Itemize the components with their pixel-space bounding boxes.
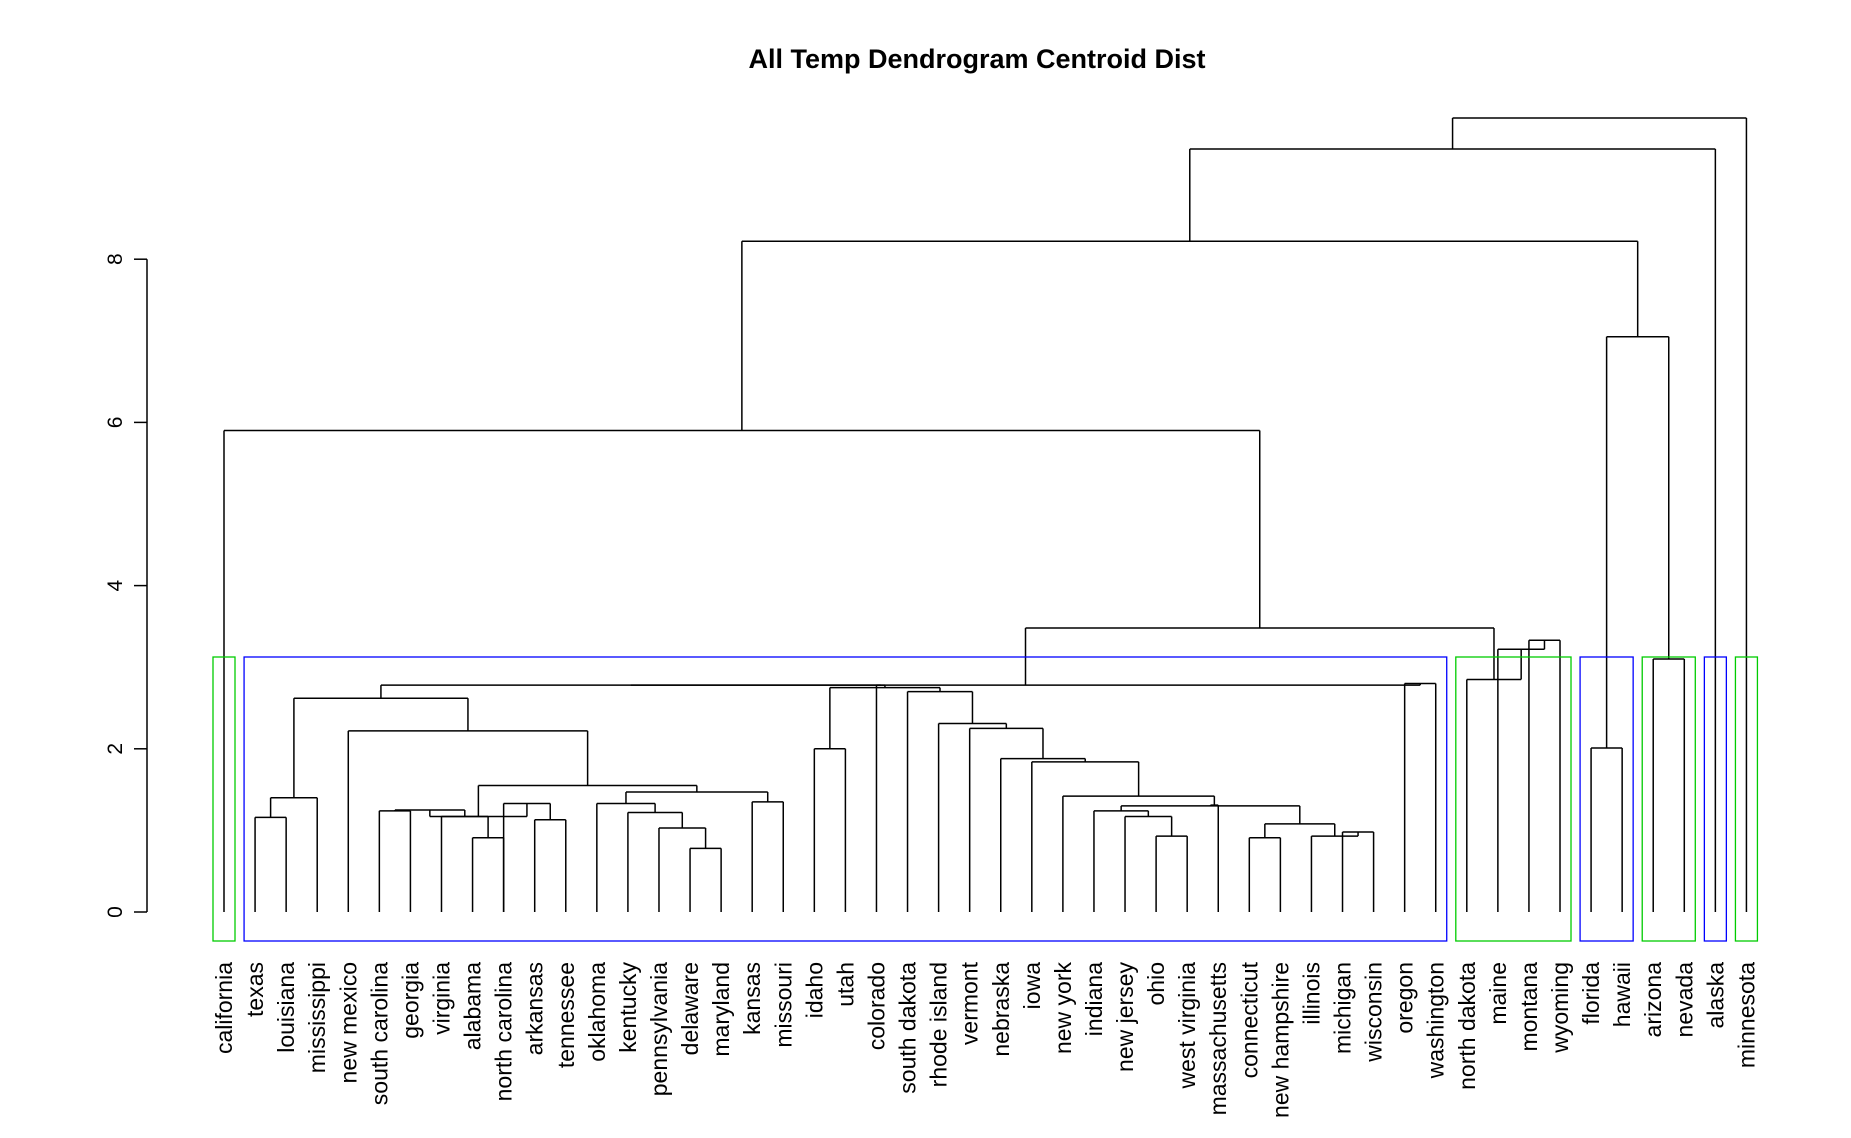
cluster-box <box>1703 656 1728 942</box>
leaf-label: north dakota <box>1454 962 1480 1090</box>
leaf-label: new york <box>1050 962 1076 1055</box>
dendrogram-tree <box>223 117 1748 912</box>
leaf-label: new jersey <box>1112 962 1138 1072</box>
leaf-label: illinois <box>1298 962 1324 1025</box>
cluster-box <box>1579 656 1634 942</box>
leaf-label: massachusetts <box>1205 962 1231 1115</box>
leaf-label: wisconsin <box>1361 962 1387 1063</box>
leaf-label: idaho <box>801 962 827 1018</box>
leaf-label: oregon <box>1392 962 1418 1034</box>
leaf-label: oklahoma <box>584 962 610 1062</box>
leaf-label: hawaii <box>1609 962 1635 1027</box>
leaf-label: alabama <box>460 962 486 1050</box>
leaf-label: kentucky <box>615 962 641 1053</box>
leaf-label: alaska <box>1702 962 1728 1029</box>
leaf-label: wyoming <box>1547 962 1573 1054</box>
y-tick-label: 6 <box>104 417 127 429</box>
cluster-box <box>1455 656 1572 942</box>
leaf-label: washington <box>1423 962 1449 1079</box>
leaf-label: michigan <box>1330 962 1356 1054</box>
leaf-label: texas <box>242 962 268 1017</box>
cluster-box <box>243 656 1448 942</box>
cluster-boxes <box>212 656 1759 942</box>
leaf-labels: california texas louisiana mississippi new m… <box>211 961 1759 1118</box>
cluster-box <box>1641 656 1696 942</box>
y-tick-label: 2 <box>104 743 127 755</box>
leaf-label: virginia <box>428 962 454 1035</box>
leaf-label: nevada <box>1671 962 1697 1038</box>
leaf-label: west virginia <box>1174 962 1200 1090</box>
leaf-label: utah <box>832 962 858 1007</box>
y-axis: 0 2 4 6 8 <box>104 253 148 918</box>
leaf-label: ohio <box>1143 962 1169 1005</box>
leaf-label: rhode island <box>926 962 952 1087</box>
leaf-label: arkansas <box>522 962 548 1055</box>
y-tick-label: 0 <box>104 906 127 918</box>
cluster-box <box>1734 656 1759 942</box>
chart-title: All Temp Dendrogram Centroid Dist <box>748 44 1205 74</box>
leaf-label: connecticut <box>1236 961 1262 1078</box>
leaf-label: georgia <box>397 962 423 1039</box>
leaf-label: colorado <box>863 962 889 1050</box>
leaf-label: louisiana <box>273 962 299 1053</box>
leaf-label: delaware <box>677 962 703 1055</box>
leaf-label: montana <box>1516 962 1542 1052</box>
leaf-label: kansas <box>739 962 765 1035</box>
leaf-label: vermont <box>957 961 983 1045</box>
leaf-label: north carolina <box>491 962 517 1102</box>
leaf-label: south carolina <box>366 962 392 1105</box>
leaf-label: south dakota <box>895 962 921 1094</box>
leaf-label: mississippi <box>304 962 330 1073</box>
leaf-label: pennsylvania <box>646 962 672 1096</box>
leaf-label: indiana <box>1081 962 1107 1036</box>
leaf-label: maine <box>1485 962 1511 1025</box>
leaf-label: florida <box>1578 962 1604 1025</box>
y-tick-label: 4 <box>104 579 127 591</box>
leaf-label: tennessee <box>553 962 579 1068</box>
leaf-label: new mexico <box>335 962 361 1083</box>
leaf-label: arizona <box>1640 962 1666 1038</box>
leaf-label: minnesota <box>1733 962 1759 1068</box>
leaf-label: california <box>211 962 237 1054</box>
leaf-label: maryland <box>708 962 734 1057</box>
leaf-label: new hampshire <box>1267 962 1293 1118</box>
cluster-box <box>212 656 236 942</box>
y-tick-label: 8 <box>104 253 127 265</box>
leaf-label: iowa <box>1019 962 1045 1010</box>
leaf-label: nebraska <box>988 962 1014 1057</box>
leaf-label: missouri <box>770 962 796 1048</box>
